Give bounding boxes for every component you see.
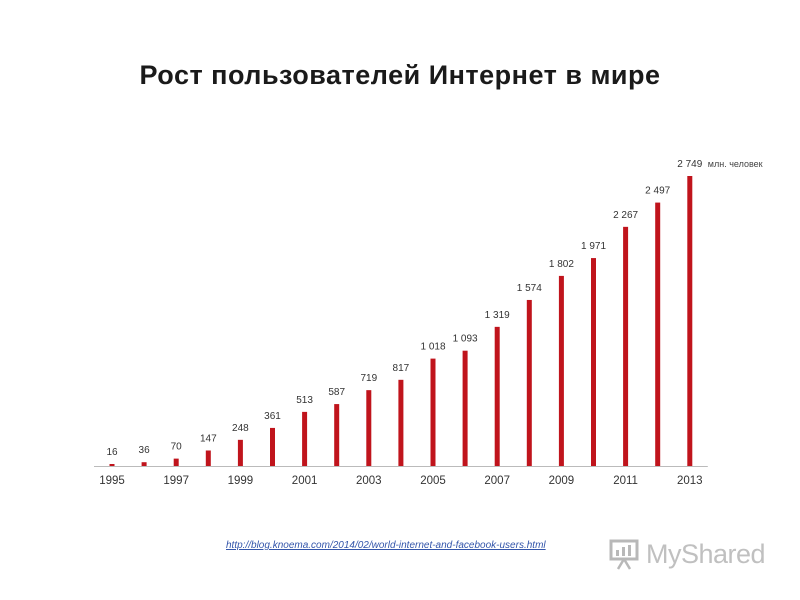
bar-2005 — [430, 358, 436, 466]
bar-2000 — [270, 427, 275, 466]
x-tick-1999: 1999 — [228, 475, 254, 487]
bar-1995 — [109, 464, 115, 466]
x-tick-2011: 2011 — [613, 475, 638, 487]
value-label-2006: 1 093 — [453, 334, 478, 345]
value-label-2012: 2 497 — [645, 186, 670, 197]
value-label-1998: 147 — [200, 433, 217, 444]
value-label-2010: 1 971 — [581, 241, 606, 252]
x-tick-1995: 1995 — [99, 475, 125, 487]
value-label-2004: 817 — [393, 363, 410, 374]
bar-2009 — [558, 275, 564, 466]
presentation-board-icon — [609, 539, 639, 570]
value-label-1996: 36 — [139, 445, 151, 456]
chart-title: Рост пользователей Интернет в мире — [139, 60, 661, 90]
bar-2007 — [494, 326, 500, 466]
x-tick-2003: 2003 — [356, 475, 382, 487]
value-label-2009: 1 802 — [549, 259, 574, 270]
bar-2012 — [655, 202, 661, 466]
bar-1996 — [141, 462, 147, 466]
value-label-1995: 16 — [106, 447, 118, 458]
bar-2010 — [591, 258, 596, 466]
value-label-2007: 1 319 — [485, 310, 510, 321]
x-tick-2009: 2009 — [549, 475, 575, 487]
value-label-2011: 2 267 — [613, 210, 638, 221]
value-label-2008: 1 574 — [517, 283, 542, 294]
x-tick-2005: 2005 — [420, 475, 446, 487]
logo-text: MyShared — [646, 538, 766, 569]
bar-1998 — [205, 450, 211, 466]
bar-2003 — [366, 390, 372, 466]
x-tick-2013: 2013 — [677, 475, 703, 487]
value-label-2000: 361 — [264, 411, 281, 422]
value-label-2002: 587 — [328, 387, 345, 398]
bar-2002 — [334, 404, 340, 466]
x-tick-1997: 1997 — [163, 475, 189, 487]
bar-2008 — [526, 299, 532, 466]
value-label-2003: 719 — [360, 373, 377, 384]
bar-2013 — [687, 176, 693, 466]
bar-1997 — [173, 458, 179, 466]
value-label-2005: 1 018 — [420, 342, 445, 353]
bar-2001 — [302, 411, 308, 466]
x-tick-2001: 2001 — [292, 475, 318, 487]
bar-2011 — [623, 226, 629, 466]
bar-2004 — [398, 379, 404, 466]
value-label-1999: 248 — [232, 423, 249, 434]
value-label-2001: 513 — [296, 395, 313, 406]
bar-1999 — [237, 439, 243, 466]
x-tick-2007: 2007 — [484, 475, 510, 487]
value-label-2013: 2 749 — [677, 159, 702, 170]
bar-chart: 16 36 70 147 248 361 513 587 719 817 1 018 1 093 1 3… — [94, 159, 763, 487]
source-link[interactable]: http://blog.knoema.com/2014/02/world-int… — [226, 540, 546, 551]
value-label-1997: 70 — [171, 442, 183, 453]
bar-2006 — [462, 350, 468, 466]
unit-label: млн. человек — [708, 159, 763, 169]
myshared-logo: MyShared — [608, 536, 778, 572]
